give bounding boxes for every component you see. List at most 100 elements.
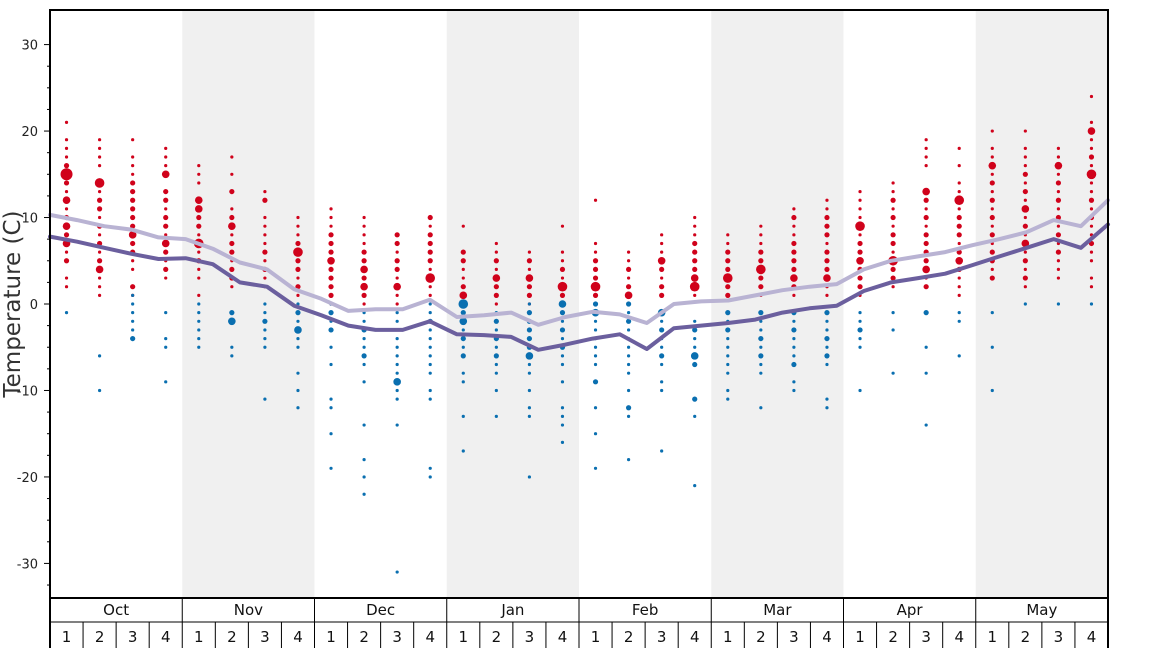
high-dot bbox=[229, 240, 235, 247]
high-dot bbox=[229, 214, 235, 221]
high-dot bbox=[460, 249, 466, 255]
high-dot bbox=[560, 276, 565, 280]
high-dot bbox=[63, 180, 70, 186]
low-dot bbox=[758, 310, 764, 316]
high-dot bbox=[1056, 155, 1061, 159]
week-label: 3 bbox=[921, 628, 931, 646]
high-dot bbox=[1022, 223, 1028, 229]
high-dot bbox=[362, 241, 366, 246]
high-dot bbox=[163, 223, 169, 229]
low-dot bbox=[395, 423, 399, 427]
high-dot bbox=[890, 197, 896, 203]
low-dot bbox=[693, 483, 697, 488]
low-dot bbox=[726, 336, 730, 341]
low-dot bbox=[362, 380, 366, 384]
high-dot bbox=[1086, 169, 1097, 180]
high-dot bbox=[1055, 232, 1062, 238]
week-label: 2 bbox=[492, 628, 502, 646]
high-dot bbox=[130, 223, 136, 229]
high-dot bbox=[130, 284, 136, 290]
y-axis-title: Temperature (C) bbox=[0, 210, 26, 398]
high-dot bbox=[64, 207, 69, 211]
high-dot bbox=[957, 207, 961, 211]
high-dot bbox=[296, 224, 300, 228]
high-dot bbox=[756, 264, 766, 275]
high-dot bbox=[327, 256, 335, 265]
high-dot bbox=[361, 275, 367, 281]
low-dot bbox=[726, 371, 730, 375]
high-dot bbox=[592, 275, 599, 281]
high-dot bbox=[625, 284, 632, 290]
low-dot bbox=[792, 345, 796, 349]
high-dot bbox=[62, 222, 71, 230]
high-dot bbox=[64, 155, 69, 159]
low-dot bbox=[659, 327, 665, 333]
high-dot bbox=[427, 232, 433, 238]
low-dot bbox=[395, 345, 399, 349]
high-dot bbox=[1089, 224, 1094, 228]
high-dot bbox=[96, 258, 103, 264]
low-dot bbox=[296, 336, 300, 341]
low-dot bbox=[263, 302, 267, 306]
high-dot bbox=[97, 285, 102, 289]
low-dot bbox=[526, 310, 533, 316]
high-dot bbox=[97, 138, 102, 142]
high-dot bbox=[592, 292, 599, 298]
low-dot bbox=[461, 380, 465, 384]
low-dot bbox=[362, 423, 366, 427]
high-dot bbox=[824, 266, 830, 273]
high-dot bbox=[956, 214, 962, 221]
high-dot bbox=[97, 189, 102, 194]
week-label: 1 bbox=[723, 628, 733, 646]
high-dot bbox=[328, 232, 334, 238]
high-dot bbox=[493, 258, 499, 264]
high-dot bbox=[659, 266, 665, 273]
week-label: 2 bbox=[624, 628, 634, 646]
high-dot bbox=[560, 259, 565, 263]
low-dot bbox=[592, 301, 599, 307]
low-dot bbox=[792, 319, 796, 323]
high-dot bbox=[196, 214, 202, 221]
low-dot bbox=[428, 328, 432, 332]
week-label: 1 bbox=[62, 628, 72, 646]
low-dot bbox=[692, 361, 698, 368]
low-dot bbox=[295, 310, 301, 316]
y-tick-label: -20 bbox=[17, 471, 38, 486]
high-dot bbox=[163, 214, 169, 221]
high-dot bbox=[891, 181, 895, 185]
high-dot bbox=[957, 293, 961, 297]
low-dot bbox=[395, 371, 399, 375]
high-dot bbox=[295, 284, 301, 290]
high-dot bbox=[791, 266, 797, 273]
high-dot bbox=[526, 258, 533, 264]
low-dot bbox=[294, 326, 302, 334]
high-dot bbox=[97, 146, 102, 150]
low-dot bbox=[197, 302, 201, 306]
low-dot bbox=[362, 475, 366, 479]
low-dot bbox=[626, 414, 631, 419]
high-dot bbox=[64, 250, 69, 254]
high-dot bbox=[1021, 205, 1030, 213]
high-dot bbox=[1056, 189, 1061, 194]
average-lines bbox=[48, 198, 1110, 352]
low-dot bbox=[858, 311, 862, 315]
low-dot bbox=[726, 388, 730, 393]
high-dot bbox=[1022, 171, 1028, 177]
month-band bbox=[975, 10, 1108, 598]
low-dot bbox=[990, 388, 994, 393]
low-dot bbox=[362, 492, 366, 496]
low-dot bbox=[692, 327, 698, 333]
high-dot bbox=[361, 249, 367, 255]
low-dot bbox=[560, 354, 565, 358]
low-dot bbox=[428, 475, 432, 479]
high-dot bbox=[163, 197, 169, 203]
low-dot bbox=[825, 319, 829, 323]
low-dot bbox=[891, 328, 895, 332]
high-dot bbox=[428, 224, 432, 228]
month-label: Mar bbox=[763, 601, 792, 619]
low-dot bbox=[263, 345, 267, 349]
low-dot bbox=[197, 328, 201, 332]
low-dot bbox=[296, 371, 300, 375]
high-dot bbox=[1056, 259, 1061, 263]
high-dot bbox=[295, 266, 301, 273]
